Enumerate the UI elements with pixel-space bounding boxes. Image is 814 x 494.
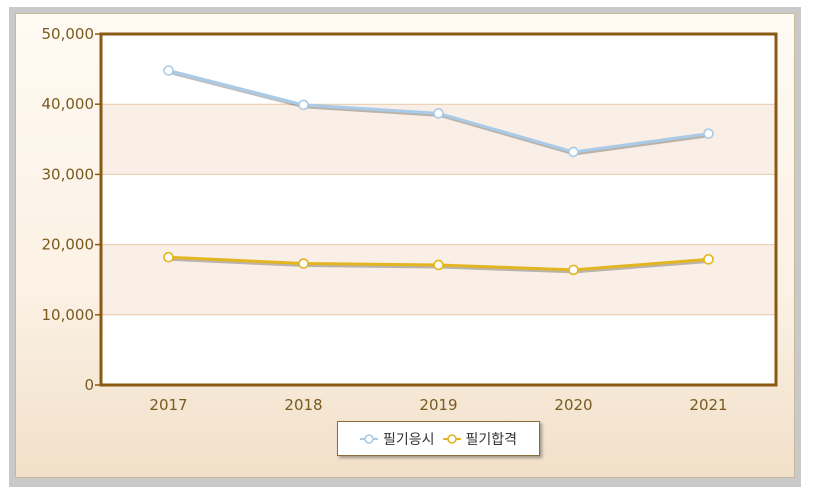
legend-item-series-1: 필기합격 — [442, 429, 518, 449]
legend-marker-icon — [442, 433, 461, 444]
data-point — [298, 258, 309, 269]
legend-marker-icon — [359, 433, 378, 444]
legend-item-series-0: 필기응시 — [359, 429, 435, 449]
data-point — [703, 128, 714, 139]
data-point — [433, 108, 444, 119]
data-point — [163, 65, 174, 76]
x-tick-label: 2021 — [689, 396, 727, 414]
data-point — [163, 251, 174, 263]
plot-area — [101, 34, 776, 385]
data-point — [568, 264, 579, 276]
data-point — [433, 259, 444, 271]
plot-border — [99, 32, 778, 387]
x-tick-label: 2017 — [149, 396, 187, 414]
legend-label: 필기응시 — [382, 431, 435, 448]
data-point — [298, 99, 309, 111]
y-tick-label: 40,000 — [42, 95, 95, 113]
y-tick-label: 30,000 — [42, 165, 95, 183]
legend: 필기응시 필기합격 — [337, 421, 540, 456]
x-tick-label: 2019 — [419, 396, 457, 414]
legend-label: 필기합격 — [465, 431, 518, 448]
x-tick-label: 2018 — [284, 396, 322, 414]
y-tick-label: 10,000 — [42, 306, 95, 324]
y-tick-label: 50,000 — [42, 25, 95, 43]
y-tick-label: 0 — [84, 376, 94, 394]
y-tick-label: 20,000 — [42, 236, 95, 254]
data-point — [703, 254, 714, 265]
grid-band — [101, 244, 776, 315]
x-tick-label: 2020 — [554, 396, 592, 414]
data-point — [568, 146, 579, 158]
